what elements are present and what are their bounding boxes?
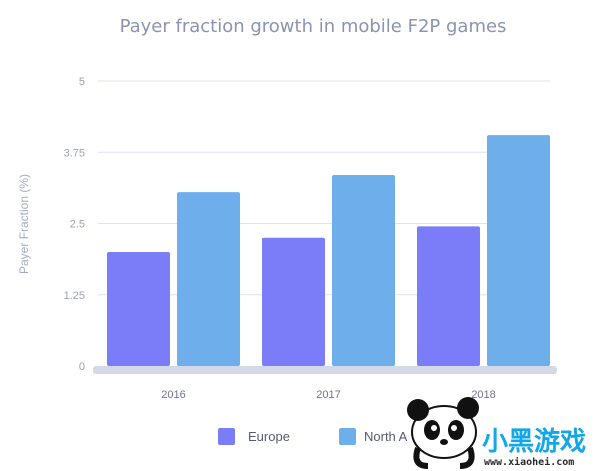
legend-label-europe: Europe [248, 429, 290, 444]
x-tick-label: 2016 [161, 389, 185, 401]
watermark-text: 小黑游戏 [482, 427, 586, 457]
x-axis-ticks: 2016 2017 2018 [161, 389, 495, 401]
x-tick-label: 2017 [316, 389, 340, 401]
y-axis-label: Payer Fraction (%) [17, 174, 31, 274]
watermark-url: www.xiaohei.com [484, 456, 574, 468]
bar-europe-2016 [107, 252, 170, 366]
bar-north-america-2016 [177, 192, 240, 366]
legend-swatch-europe [218, 428, 235, 445]
legend-swatch-north-america [339, 428, 356, 445]
x-tick-label: 2018 [471, 389, 495, 401]
bar-north-america-2017 [332, 175, 395, 366]
bar-europe-2017 [262, 237, 325, 366]
bars [107, 135, 550, 366]
y-tick-label: 2.5 [70, 219, 85, 231]
legend-label-north-america: North A [364, 429, 408, 444]
x-axis-baseline [93, 366, 557, 374]
y-tick-label: 3.75 [64, 147, 85, 159]
panda-icon [407, 397, 479, 469]
y-tick-label: 5 [79, 76, 85, 88]
bar-north-america-2018 [487, 135, 550, 366]
bar-europe-2018 [417, 226, 480, 366]
watermark-logo: 小黑游戏 www.xiaohei.com [407, 397, 586, 469]
y-axis-ticks: 0 1.25 2.5 3.75 5 [64, 76, 85, 373]
y-tick-label: 1.25 [64, 290, 85, 302]
y-tick-label: 0 [79, 361, 85, 373]
legend: Europe North A [218, 428, 408, 445]
chart-title: Payer fraction growth in mobile F2P game… [120, 16, 507, 37]
